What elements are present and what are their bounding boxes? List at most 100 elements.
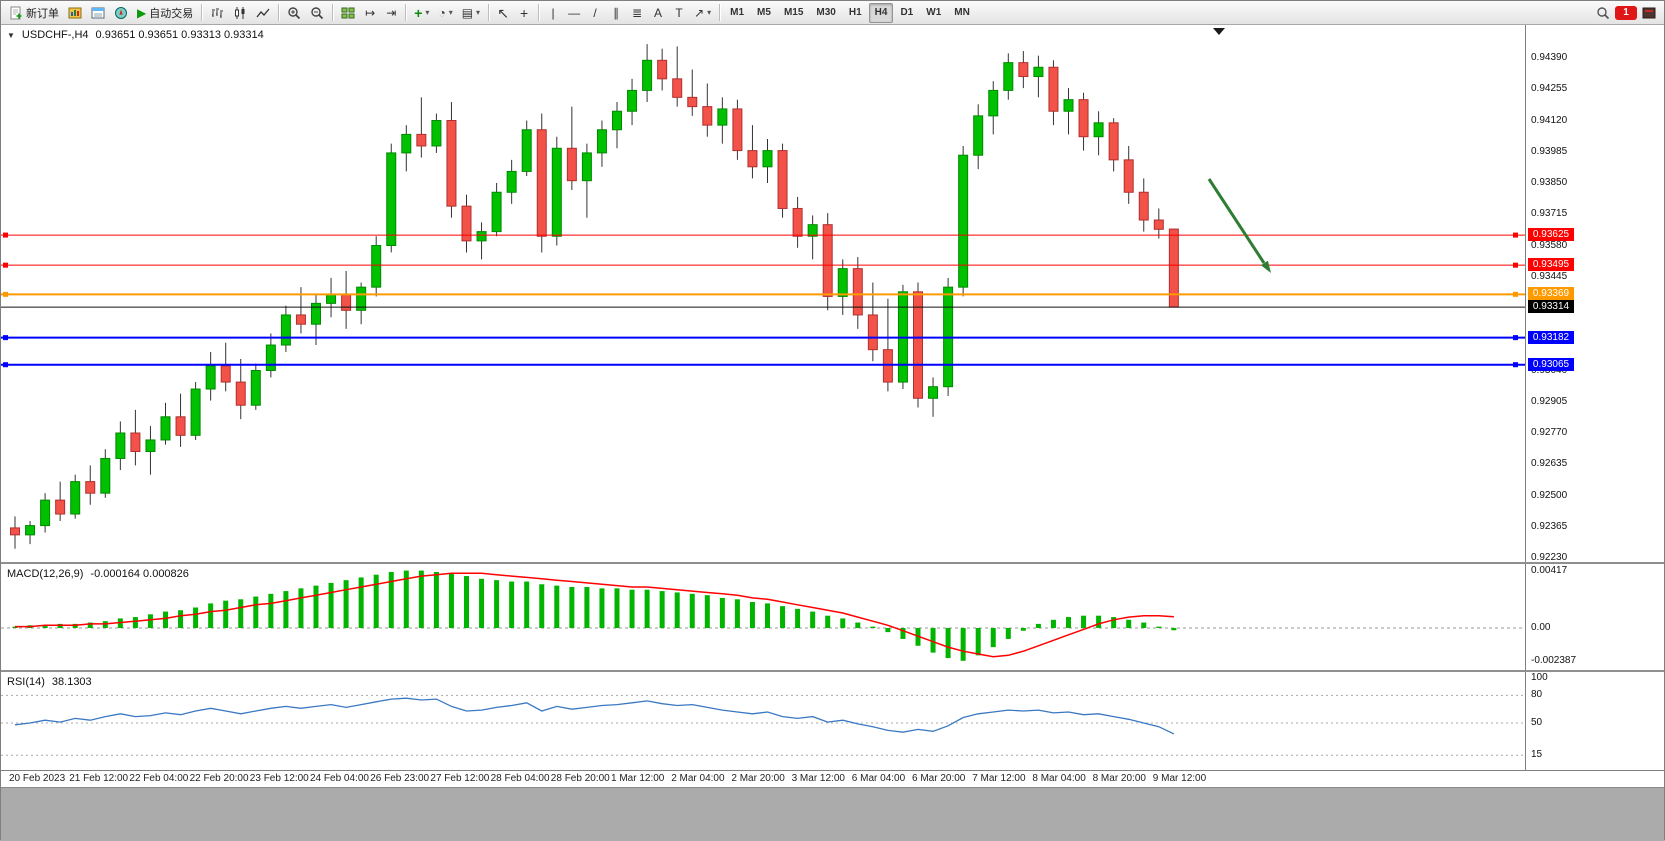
- macd-bar: [629, 589, 635, 628]
- candle: [205, 365, 216, 390]
- time-axis-label: 27 Feb 12:00: [430, 773, 490, 784]
- autotrading-button[interactable]: ▶ 自动交易: [133, 3, 197, 23]
- line-handle[interactable]: [3, 291, 8, 297]
- cursor-button[interactable]: ↖: [493, 3, 513, 23]
- bar-chart-button[interactable]: [206, 3, 228, 23]
- line-chart-button[interactable]: [252, 3, 274, 23]
- timeframe-m1-button[interactable]: M1: [724, 3, 750, 23]
- horizontal-line-button[interactable]: —: [564, 3, 584, 23]
- rsi-chart[interactable]: [1, 672, 1525, 770]
- macd-bar: [539, 584, 545, 628]
- text-button[interactable]: A: [648, 3, 668, 23]
- panel-splitter[interactable]: [1, 670, 1664, 672]
- search-button[interactable]: [1592, 3, 1614, 23]
- line-handle[interactable]: [1513, 335, 1518, 341]
- price-axis-label: 0.92770: [1531, 427, 1568, 438]
- macd-bar: [1111, 617, 1117, 628]
- macd-bar: [1020, 628, 1026, 631]
- indicators-button[interactable]: + ▾: [410, 3, 433, 23]
- time-axis[interactable]: 20 Feb 2023 21 Feb 12:00 22 Feb 04:00 22 Fe…: [1, 770, 1664, 787]
- panel-splitter[interactable]: [1, 562, 1664, 564]
- candle: [250, 370, 261, 406]
- line-handle[interactable]: [1513, 232, 1518, 238]
- candle: [235, 381, 246, 406]
- navigator-button[interactable]: [110, 3, 132, 23]
- line-handle[interactable]: [1513, 362, 1518, 368]
- annotation-arrow[interactable]: [1207, 178, 1266, 264]
- macd-bar: [960, 628, 966, 661]
- rsi-axis[interactable]: 100 80 50 15: [1525, 672, 1664, 770]
- timeframe-w1-button[interactable]: W1: [920, 3, 947, 23]
- time-axis-label: 3 Mar 12:00: [791, 773, 845, 784]
- collapse-icon[interactable]: ▼: [7, 30, 15, 40]
- trendline-button[interactable]: /: [585, 3, 605, 23]
- annotation-arrow-head: [1260, 260, 1271, 273]
- timeframe-m15-button[interactable]: M15: [778, 3, 809, 23]
- macd-bar: [1096, 615, 1102, 628]
- candle: [1063, 99, 1074, 112]
- market-watch-button[interactable]: [64, 3, 86, 23]
- shift-end-button[interactable]: ↦: [360, 3, 380, 23]
- fibonacci-button[interactable]: ≣: [627, 3, 647, 23]
- zoom-in-icon: [288, 6, 301, 19]
- candlestick-chart-button[interactable]: [229, 3, 251, 23]
- candle: [973, 115, 984, 156]
- macd-bar: [388, 571, 394, 628]
- crosshair-button[interactable]: +: [514, 3, 534, 23]
- data-window-button[interactable]: [87, 3, 109, 23]
- main-toolbar: 新订单 ▶ 自动交易: [1, 1, 1664, 25]
- candle: [1108, 122, 1119, 161]
- timeframe-m30-button[interactable]: M30: [810, 3, 841, 23]
- macd-bar: [930, 628, 936, 653]
- zoom-in-button[interactable]: [283, 3, 305, 23]
- trendline-icon: /: [593, 5, 597, 20]
- chart-window: ▼ USDCHF-,H4 0.93651 0.93651 0.93313 0.9…: [1, 25, 1664, 787]
- macd-chart[interactable]: [1, 564, 1525, 670]
- timeframe-h4-button[interactable]: H4: [868, 2, 894, 23]
- line-handle[interactable]: [3, 232, 8, 238]
- timeframe-mn-button[interactable]: MN: [948, 3, 976, 23]
- notification-badge[interactable]: 1: [1615, 5, 1637, 20]
- candle: [55, 499, 66, 515]
- rsi-title-row: RSI(14) 38.1303: [7, 676, 92, 688]
- vertical-line-button[interactable]: |: [543, 3, 563, 23]
- macd-axis[interactable]: 0.00417 0.00 -0.002387: [1525, 564, 1664, 670]
- new-order-button[interactable]: 新订单: [5, 3, 63, 23]
- candle: [581, 152, 592, 182]
- macd-bar: [448, 573, 454, 628]
- auto-scroll-button[interactable]: ⇥: [381, 3, 401, 23]
- macd-bar: [1156, 626, 1162, 628]
- alerts-icon: [1642, 7, 1656, 18]
- line-handle[interactable]: [1513, 291, 1518, 297]
- price-chart[interactable]: [1, 25, 1525, 562]
- line-handle[interactable]: [3, 335, 8, 341]
- channel-button[interactable]: ∥: [606, 3, 626, 23]
- macd-bar: [283, 591, 289, 628]
- arrow-tool-icon: ↗: [694, 5, 705, 20]
- macd-bar: [765, 603, 770, 628]
- templates-button[interactable]: ▤ ▾: [458, 3, 484, 23]
- price-axis-label: 0.94255: [1531, 83, 1568, 95]
- candlestick-chart-icon: [235, 6, 245, 19]
- macd-bar: [313, 585, 319, 628]
- line-handle[interactable]: [3, 362, 8, 368]
- timeframe-h1-button[interactable]: H1: [843, 3, 868, 23]
- time-axis-label: 8 Mar 20:00: [1092, 773, 1146, 784]
- corner-icon-button[interactable]: [1638, 3, 1660, 23]
- tile-windows-button[interactable]: [337, 3, 359, 23]
- timeframe-m5-button[interactable]: M5: [751, 3, 777, 23]
- line-handle[interactable]: [1513, 262, 1518, 268]
- periods-button[interactable]: ◔ ▾: [434, 3, 456, 23]
- zoom-out-button[interactable]: [306, 3, 328, 23]
- timeframe-d1-button[interactable]: D1: [894, 3, 919, 23]
- arrows-button[interactable]: ↗ ▾: [690, 3, 715, 23]
- autotrading-label: 自动交易: [149, 7, 194, 20]
- price-axis[interactable]: 0.94390 0.94255 0.94120 0.93985 0.93850 0.937…: [1525, 25, 1664, 562]
- text-label-button[interactable]: T: [669, 3, 689, 23]
- chart-ohlc-values: 0.93651 0.93651 0.93313 0.93314: [95, 29, 264, 41]
- candle: [1003, 62, 1014, 91]
- line-handle[interactable]: [3, 262, 8, 268]
- candle: [521, 129, 532, 172]
- chevron-down-icon: ▾: [476, 7, 481, 17]
